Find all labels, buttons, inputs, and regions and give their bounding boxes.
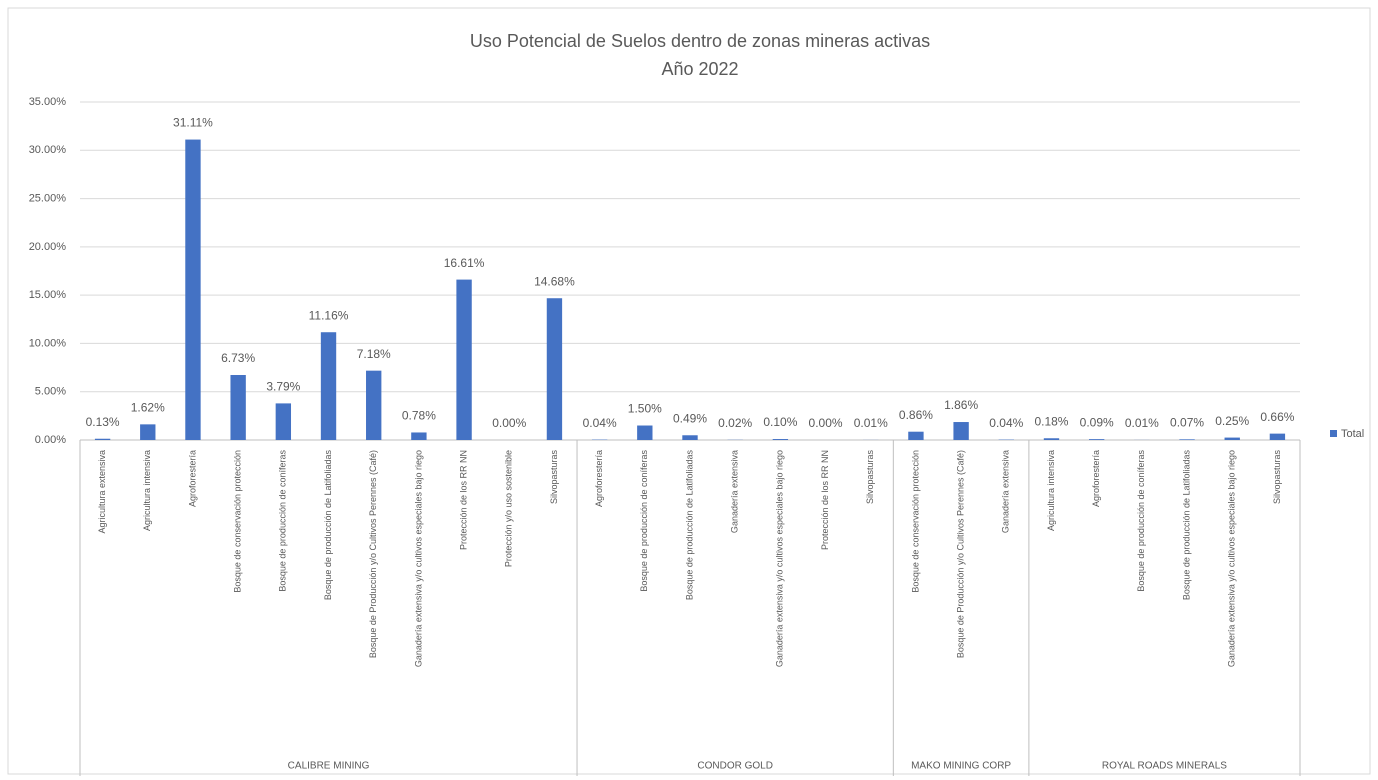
value-label: 0.01% (854, 416, 888, 430)
value-label: 0.10% (763, 415, 797, 429)
x-tick-label: Protección de los RR NN (820, 450, 830, 550)
bar (320, 332, 337, 440)
y-tick-label: 25.00% (29, 192, 67, 204)
value-label: 0.25% (1215, 414, 1249, 428)
x-tick-label: Bosque de producción de Latifoliadas (684, 450, 694, 601)
bar (546, 298, 563, 440)
group-label: MAKO MINING CORP (911, 761, 1011, 772)
x-tick-label: Bosque de Producción y/o Cultivos Perenn… (368, 450, 378, 658)
x-tick-label: Silvopasturas (1272, 450, 1282, 505)
x-tick-label: Agroforestería (1091, 450, 1101, 507)
value-label: 0.04% (583, 416, 617, 430)
value-label: 1.50% (628, 402, 662, 416)
y-tick-label: 30.00% (29, 144, 67, 156)
bar (456, 279, 472, 440)
x-tick-label: Bosque de producción de Latifoliadas (1181, 450, 1191, 601)
value-label: 0.18% (1034, 414, 1068, 428)
x-tick-label: Ganadería extensiva y/o cultivos especia… (775, 450, 785, 667)
bar (366, 370, 382, 440)
x-tick-label: Ganadería extensiva (1001, 450, 1011, 533)
value-label: 0.78% (402, 409, 436, 423)
group-label: CALIBRE MINING (288, 761, 370, 772)
x-tick-label: Bosque de producción de Latifoliadas (323, 450, 333, 601)
x-tick-label: Bosque de producción de coníferas (278, 450, 288, 592)
bar (411, 432, 427, 440)
x-tick-label: Protección de los RR NN (458, 450, 468, 550)
y-tick-label: 10.00% (29, 337, 67, 349)
y-tick-label: 0.00% (35, 434, 66, 446)
chart-title: Uso Potencial de Suelos dentro de zonas … (470, 31, 930, 51)
x-tick-label: Agricultura intensiva (1046, 450, 1056, 531)
x-tick-label: Ganadería extensiva y/o cultivos especia… (413, 450, 423, 667)
bar (1269, 433, 1286, 440)
bar (275, 403, 292, 440)
x-tick-label: Ganadería extensiva (730, 450, 740, 533)
value-label: 1.86% (944, 398, 978, 412)
bar (230, 375, 246, 440)
bar (682, 435, 698, 440)
bar (140, 424, 156, 440)
value-label: 0.02% (718, 416, 752, 430)
bar (185, 139, 201, 440)
legend-swatch (1330, 430, 1337, 437)
x-tick-label: Bosque de conservación protección (910, 450, 920, 593)
value-label: 0.13% (86, 415, 120, 429)
x-tick-label: Ganadería extensiva y/o cultivos especia… (1227, 450, 1237, 667)
value-label: 0.04% (989, 416, 1023, 430)
value-label: 16.61% (444, 256, 485, 270)
bar (637, 425, 653, 440)
bar (772, 439, 789, 440)
bar (1179, 439, 1195, 440)
x-tick-label: Silvopasturas (549, 450, 559, 505)
value-label: 6.73% (221, 351, 255, 365)
x-tick-label: Bosque de conservación protección (233, 450, 243, 593)
x-tick-label: Agroforestería (594, 450, 604, 507)
legend-label: Total (1341, 428, 1364, 440)
x-tick-label: Bosque de producción de coníferas (1136, 450, 1146, 592)
group-label: ROYAL ROADS MINERALS (1102, 761, 1227, 772)
value-label: 0.00% (809, 416, 843, 430)
chart-subtitle: Año 2022 (661, 59, 738, 79)
value-label: 0.49% (673, 411, 707, 425)
x-tick-label: Silvopasturas (865, 450, 875, 505)
bar (1088, 439, 1105, 440)
x-tick-label: Bosque de Producción y/o Cultivos Perenn… (955, 450, 965, 658)
value-label: 3.79% (266, 380, 300, 394)
value-label: 0.86% (899, 408, 933, 422)
x-tick-label: Bosque de producción de coníferas (639, 450, 649, 592)
value-label: 0.01% (1125, 416, 1159, 430)
bar (1224, 437, 1240, 440)
value-label: 31.11% (173, 116, 213, 130)
value-label: 0.00% (492, 416, 526, 430)
y-tick-label: 35.00% (29, 96, 67, 108)
x-tick-label: Agricultura intensiva (142, 450, 152, 531)
bar (908, 431, 924, 440)
value-label: 0.09% (1080, 415, 1114, 429)
bar (94, 438, 111, 440)
x-tick-label: Protección y/o uso sostenible (504, 450, 514, 567)
value-label: 11.16% (309, 308, 349, 322)
y-tick-label: 5.00% (35, 386, 66, 398)
bar (953, 422, 969, 440)
value-label: 14.68% (534, 274, 575, 288)
group-label: CONDOR GOLD (697, 761, 773, 772)
x-tick-label: Agroforestería (187, 450, 197, 507)
y-tick-label: 15.00% (29, 289, 67, 301)
value-label: 0.07% (1170, 415, 1204, 429)
value-label: 1.62% (131, 401, 165, 415)
value-label: 7.18% (357, 347, 391, 361)
value-label: 0.66% (1260, 410, 1294, 424)
x-tick-label: Agricultura extensiva (97, 450, 107, 534)
bar (1043, 438, 1060, 440)
y-tick-label: 20.00% (29, 241, 67, 253)
